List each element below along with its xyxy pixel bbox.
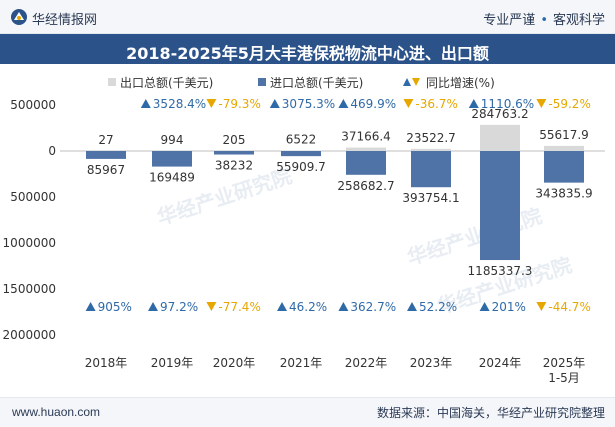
legend-import-label: 进口总额(千美元)	[270, 76, 363, 90]
category-label: 2018年	[85, 356, 128, 370]
export-yoy-up-triangle-icon	[269, 99, 280, 108]
export-value-label: 205	[223, 133, 246, 147]
import-yoy-label: 201%	[492, 300, 526, 314]
import-value-label: 343835.9	[535, 187, 592, 201]
import-yoy-label: 362.7%	[350, 300, 396, 314]
import-yoy-label: -77.4%	[218, 300, 260, 314]
legend-down-triangle-icon	[412, 78, 420, 86]
export-yoy-label: 1110.6%	[481, 97, 534, 111]
export-yoy-label: 3075.3%	[282, 97, 335, 111]
import-value-label: 393754.1	[402, 191, 459, 205]
bar-export	[346, 147, 386, 151]
tagline-separator: •	[540, 13, 548, 28]
bar-export	[411, 148, 451, 151]
export-yoy-down-triangle-icon	[206, 99, 217, 108]
export-value-label: 284763.2	[471, 107, 528, 121]
bar-import	[480, 151, 520, 261]
import-yoy-label: 52.2%	[419, 300, 457, 314]
export-yoy-label: -36.7%	[415, 97, 457, 111]
export-yoy-down-triangle-icon	[536, 99, 547, 108]
legend-export-swatch	[108, 78, 116, 86]
bar-import	[214, 151, 254, 155]
y-tick-label: 2000000	[3, 328, 56, 342]
category-label: 2022年	[345, 356, 388, 370]
import-yoy-up-triangle-icon	[277, 302, 287, 311]
legend-import-swatch	[258, 78, 266, 86]
legend-up-triangle-icon	[403, 78, 411, 86]
legend-yoy-label: 同比增速(%)	[426, 76, 495, 90]
bar-export	[544, 145, 584, 151]
tagline-left: 专业严谨	[483, 13, 536, 28]
bar-import	[411, 151, 451, 188]
top-bar: 华经情报网 专业严谨 • 客观科学	[0, 0, 615, 34]
y-tick-label: 1500000	[3, 282, 56, 296]
export-yoy-up-triangle-icon	[468, 99, 479, 108]
import-yoy-up-triangle-icon	[479, 302, 490, 311]
category-label: 2021年	[280, 356, 323, 370]
import-yoy-label: 97.2%	[160, 300, 198, 314]
category-label: 2024年	[479, 356, 522, 370]
category-label: 2023年	[410, 356, 453, 370]
import-value-label: 1185337.3	[468, 264, 533, 278]
import-value-label: 55909.7	[276, 160, 326, 174]
export-value-label: 27	[98, 133, 113, 147]
chart-title: 2018-2025年5月大丰港保税物流中心进、出口额	[126, 44, 489, 63]
footer-url[interactable]: www.huaon.com	[12, 405, 101, 419]
export-yoy-up-triangle-icon	[338, 99, 349, 108]
import-yoy-down-triangle-icon	[536, 302, 547, 311]
export-yoy-down-triangle-icon	[403, 99, 414, 108]
import-yoy-label: 46.2%	[289, 300, 327, 314]
import-yoy-up-triangle-icon	[338, 302, 349, 311]
import-yoy-label: -44.7%	[548, 300, 590, 314]
bar-import	[544, 151, 584, 183]
watermark: 华经产业研究院	[404, 204, 545, 270]
import-value-label: 258682.7	[337, 179, 394, 193]
bar-import	[152, 151, 192, 167]
export-value-label: 994	[161, 133, 184, 147]
bar-import	[346, 151, 386, 175]
tagline-right: 客观科学	[552, 13, 605, 28]
export-value-label: 37166.4	[341, 130, 391, 144]
y-tick-label: 1000000	[3, 236, 56, 250]
import-yoy-down-triangle-icon	[206, 302, 217, 311]
export-yoy-label: 469.9%	[350, 97, 396, 111]
category-label: 2019年	[151, 356, 194, 370]
category-label: 2025年 1-5月	[543, 356, 586, 385]
y-tick-label: 0	[48, 144, 56, 158]
export-value-label: 23522.7	[406, 131, 456, 145]
y-tick-label: 500000	[10, 98, 56, 112]
import-yoy-up-triangle-icon	[85, 302, 96, 311]
export-value-label: 55617.9	[539, 128, 589, 142]
huajing-logo-icon	[11, 9, 27, 25]
bar-import	[281, 151, 321, 157]
footer: www.huaon.com 数据来源：中国海关，华经产业研究院整理	[0, 397, 615, 427]
import-yoy-up-triangle-icon	[407, 302, 417, 311]
category-label: 2020年	[213, 356, 256, 370]
export-yoy-label: 3528.4%	[153, 97, 206, 111]
import-value-label: 169489	[149, 171, 195, 185]
footer-source: 数据来源：中国海关，华经产业研究院整理	[376, 406, 605, 420]
title-bar: 2018-2025年5月大丰港保税物流中心进、出口额	[0, 34, 615, 64]
bar-export	[480, 124, 520, 151]
bar-export	[281, 150, 321, 151]
legend-export-label: 出口总额(千美元)	[120, 76, 213, 90]
import-yoy-up-triangle-icon	[148, 302, 158, 311]
bar-import	[86, 151, 126, 159]
site-name[interactable]: 华经情报网	[32, 13, 98, 28]
export-yoy-up-triangle-icon	[140, 99, 151, 108]
tagline: 专业严谨 • 客观科学	[483, 9, 605, 28]
export-value-label: 6522	[286, 132, 317, 146]
import-yoy-label: 905%	[98, 300, 132, 314]
export-yoy-label: -79.3%	[218, 97, 260, 111]
import-value-label: 38232	[215, 159, 253, 173]
y-tick-label: 500000	[10, 190, 56, 204]
import-value-label: 85967	[87, 163, 125, 177]
export-yoy-label: -59.2%	[548, 97, 590, 111]
